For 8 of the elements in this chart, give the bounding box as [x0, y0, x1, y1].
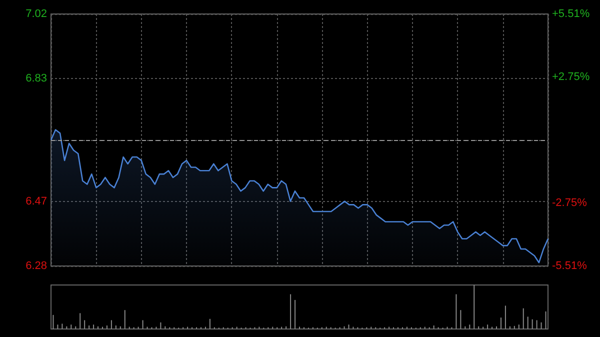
y2-tick-label: -2.75% — [552, 196, 588, 209]
y2-tick-label: +5.51% — [552, 8, 590, 20]
y2-tick-label: -5.51% — [552, 260, 588, 272]
y-tick-label: 7.02 — [26, 8, 47, 20]
y-tick-label: 6.47 — [26, 195, 47, 208]
y2-tick-label: +2.75% — [552, 71, 590, 84]
y-tick-label: 6.83 — [26, 72, 47, 85]
y-tick-label: 6.28 — [26, 260, 47, 272]
